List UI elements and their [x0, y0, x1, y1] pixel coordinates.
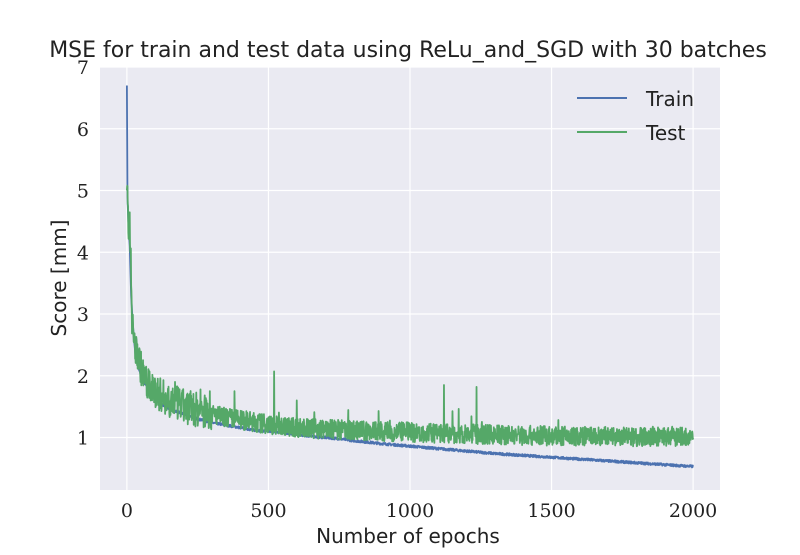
y-tick-label: 7 — [77, 57, 89, 79]
legend-label: Test — [645, 121, 686, 145]
legend: Train Test — [577, 87, 694, 145]
y-tick-label: 1 — [77, 428, 89, 450]
y-axis-label: Score [mm] — [47, 220, 71, 337]
x-tick-label: 500 — [250, 500, 286, 522]
x-ticks: 0 500 1000 1500 2000 — [121, 500, 717, 522]
y-tick-label: 6 — [77, 119, 89, 141]
y-tick-label: 2 — [77, 366, 89, 388]
grid — [100, 66, 720, 490]
y-ticks: 1 2 3 4 5 6 7 — [77, 57, 89, 450]
x-tick-label: 1500 — [527, 500, 575, 522]
x-axis-label: Number of epochs — [316, 524, 500, 548]
x-tick-label: 2000 — [669, 500, 717, 522]
legend-label: Train — [645, 87, 694, 111]
series-line-train — [125, 85, 694, 469]
x-tick-label: 0 — [121, 500, 133, 522]
y-tick-label: 5 — [77, 181, 89, 203]
y-tick-label: 4 — [77, 242, 89, 264]
series-line-test — [125, 184, 694, 448]
y-tick-label: 3 — [77, 304, 89, 326]
x-tick-label: 1000 — [386, 500, 434, 522]
series-lines — [125, 85, 694, 469]
chart-title: MSE for train and test data using ReLu_a… — [49, 38, 767, 63]
